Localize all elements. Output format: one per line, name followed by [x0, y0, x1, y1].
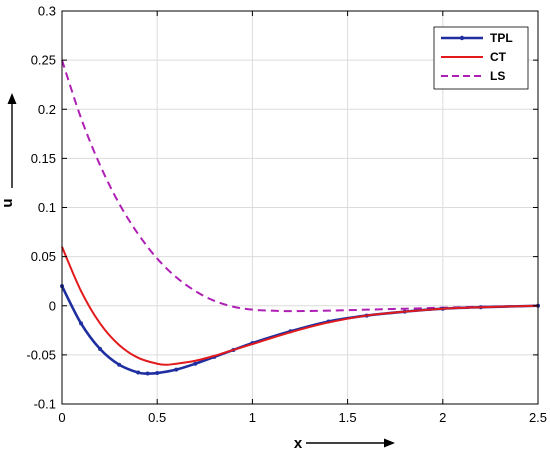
data-point-tpl	[98, 346, 103, 351]
plot-series	[60, 59, 540, 376]
y-tick-label: 0	[49, 298, 56, 313]
series-line-ct	[61, 246, 539, 366]
y-tick-label: -0.05	[26, 347, 56, 362]
y-tick-label: 0.05	[31, 249, 56, 264]
x-tick-label: 0	[58, 410, 65, 425]
x-tick-label: 0.5	[148, 410, 166, 425]
data-point-tpl	[117, 362, 122, 367]
data-point-tpl	[136, 370, 141, 375]
data-point-tpl	[155, 371, 160, 376]
x-axis-arrowhead	[384, 438, 395, 448]
x-tick-label: 2.5	[529, 410, 547, 425]
legend-label-tpl: TPL	[490, 31, 513, 45]
y-axis-title-group: u	[0, 93, 17, 208]
data-point-tpl	[79, 321, 84, 326]
x-tick-label: 1.5	[339, 410, 357, 425]
y-axis-title: u	[0, 198, 16, 207]
data-point-tpl	[193, 361, 198, 366]
y-tick-label: 0.25	[31, 53, 56, 68]
x-tick-label: 1	[249, 410, 256, 425]
y-tick-label: 0.3	[38, 4, 56, 19]
legend-item-tpl: TPL	[441, 31, 513, 45]
legend-marker-tpl	[459, 35, 465, 41]
legend-label-ls: LS	[490, 69, 505, 83]
legend-item-ls: LS	[441, 69, 505, 83]
y-tick-label: -0.1	[34, 397, 56, 412]
data-point-tpl	[174, 367, 179, 372]
y-tick-label: 0.2	[38, 102, 56, 117]
legend-label-ct: CT	[490, 50, 507, 64]
x-tick-label: 2	[439, 410, 446, 425]
y-axis-arrowhead	[7, 93, 17, 104]
axis-ticks: 0 0.5 1 1.5 2 2.5 -0.1 -0.05 0 0.05 0.1 0.15 0.2 0.25…	[26, 4, 547, 426]
legend: TPL CT LS	[433, 26, 529, 90]
data-point-tpl	[145, 371, 150, 376]
y-tick-label: 0.15	[31, 151, 56, 166]
x-axis-title-group: x	[294, 435, 395, 452]
y-tick-label: 0.1	[38, 200, 56, 215]
series-line-ls	[61, 59, 539, 313]
x-axis-title: x	[294, 435, 303, 452]
legend-item-ct: CT	[441, 50, 507, 64]
